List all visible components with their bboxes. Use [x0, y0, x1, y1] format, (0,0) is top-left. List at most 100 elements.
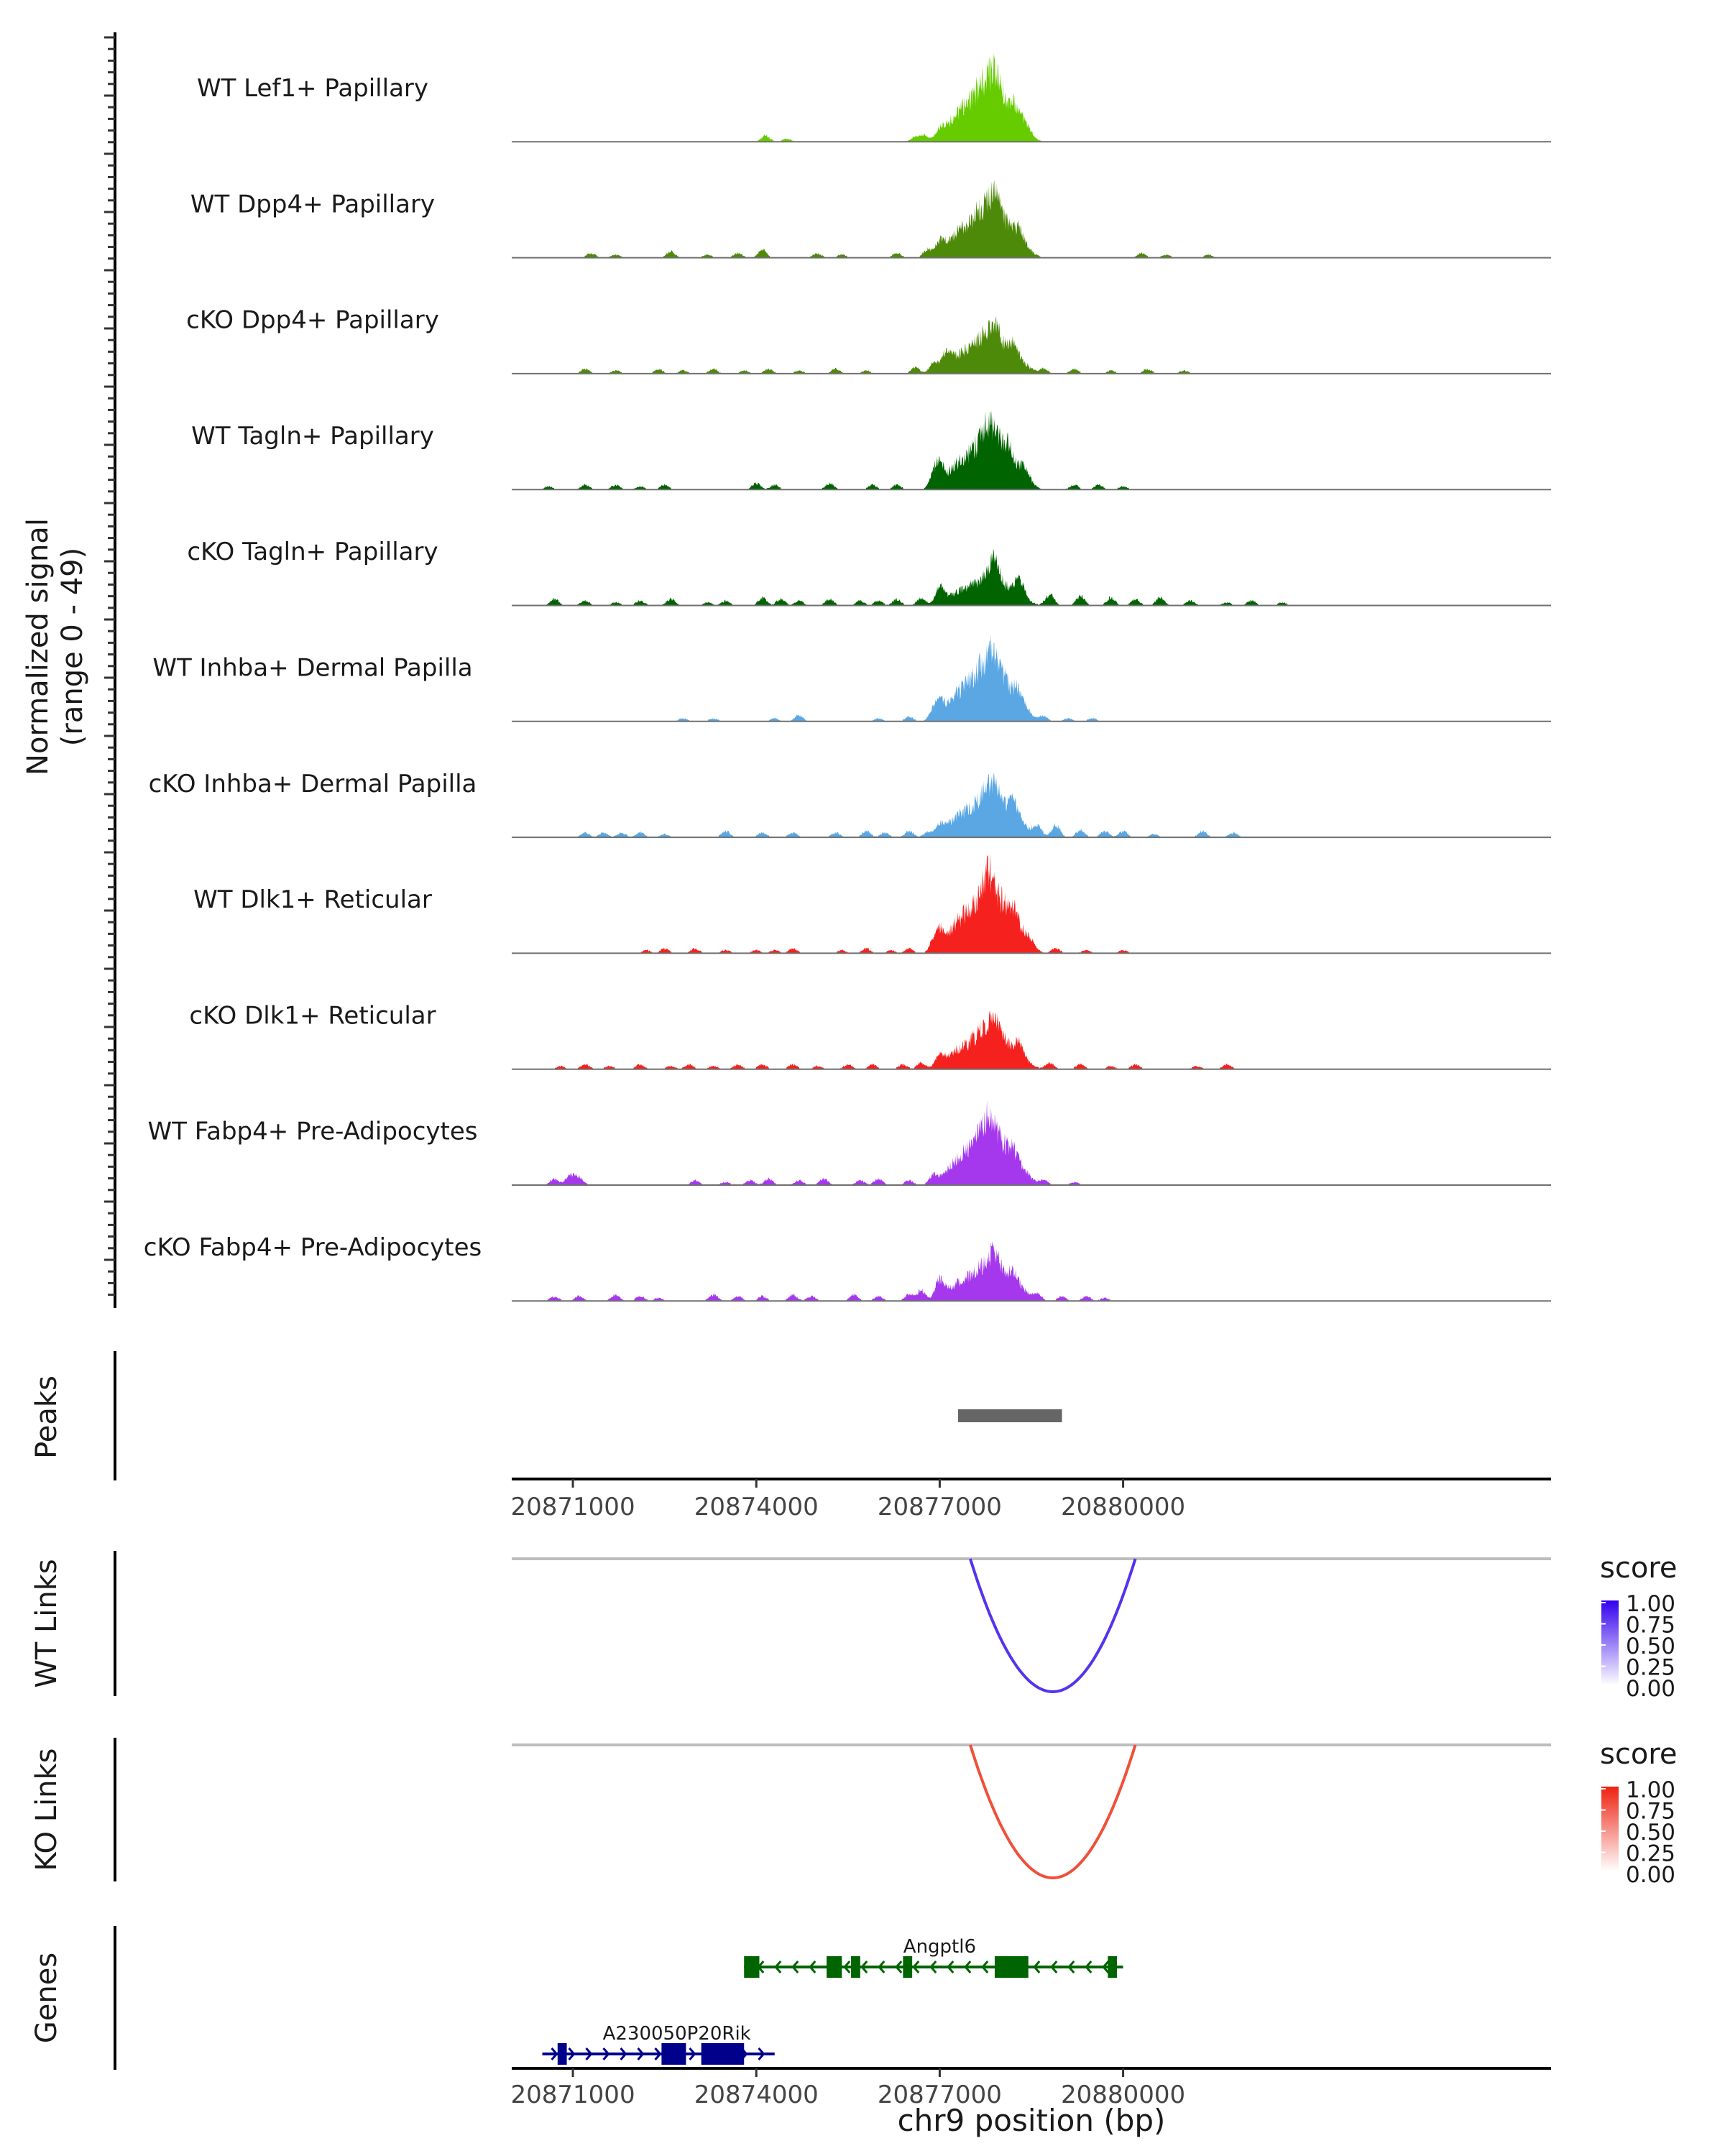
track-7: cKO Inhba+ Dermal Papilla [149, 770, 1551, 839]
track-label: WT Fabp4+ Pre-Adipocytes [148, 1118, 478, 1146]
links-track-1: WT Links score 1.000.750.500.250.00 [30, 1551, 1677, 1702]
exon [557, 2043, 567, 2065]
coverage-area [542, 1100, 1514, 1185]
legend-label: 0.75 [1626, 1799, 1675, 1825]
x-tick-label: 20880000 [1061, 1493, 1185, 1521]
legend-title: score [1600, 1552, 1677, 1585]
x-tick-label: 20877000 [878, 2081, 1002, 2109]
links-label: KO Links [30, 1749, 63, 1871]
strand-arrow [585, 2047, 593, 2060]
strand-arrow [568, 2047, 576, 2060]
coverage-area [542, 410, 1514, 490]
exon [994, 1956, 1029, 1978]
coverage-area [542, 633, 1514, 722]
track-8: WT Dlk1+ Reticular [193, 852, 1551, 954]
gene-name: Angptl6 [903, 1936, 976, 1958]
legend-label: 0.25 [1626, 1655, 1675, 1681]
strand-arrow [809, 1961, 816, 1973]
track-label: cKO Dlk1+ Reticular [189, 1001, 436, 1030]
x-tick-label: 20874000 [694, 1493, 819, 1521]
track-label: WT Dlk1+ Reticular [193, 885, 432, 914]
peaks-label: Peaks [30, 1376, 63, 1459]
legend-label: 0.25 [1626, 1841, 1675, 1867]
strand-arrow [1102, 1961, 1110, 1973]
x-tick-label: 20874000 [694, 2081, 819, 2109]
x-tick-label: 20871000 [511, 2081, 635, 2109]
strand-arrow [1085, 1961, 1092, 1973]
strand-arrow [1067, 1961, 1075, 1973]
strand-arrow [774, 1961, 782, 1973]
strand-arrow [1050, 1961, 1058, 1973]
coverage-area [542, 52, 1514, 142]
coverage-area [542, 1010, 1514, 1069]
legend-colorbar [1601, 1787, 1619, 1871]
track-5: cKO Tagln+ Papillary [187, 538, 1551, 607]
coverage-area [542, 316, 1514, 374]
coverage-area [542, 1240, 1514, 1302]
y-axis-title: Normalized signal (range 0 - 49) [22, 518, 89, 775]
track-9: cKO Dlk1+ Reticular [189, 1001, 1551, 1070]
peak-region [957, 1409, 1062, 1422]
track-label: WT Inhba+ Dermal Papilla [152, 654, 472, 683]
legend-label: 0.00 [1626, 1676, 1675, 1702]
track-6: WT Inhba+ Dermal Papilla [152, 633, 1551, 722]
x-axis-bottom: 20871000 20874000 20877000 20880000 [511, 2067, 1551, 2109]
strand-arrow [791, 1961, 799, 1973]
gene-A230050P20Rik: A230050P20Rik [542, 2023, 775, 2065]
strand-arrow [620, 2047, 627, 2060]
exon [1108, 1956, 1118, 1978]
genes-track: Genes Angptl6 A230050P20Rik [30, 1926, 1123, 2070]
legend-title: score [1600, 1738, 1677, 1771]
legend-label: 0.50 [1626, 1820, 1675, 1846]
coverage-area [542, 548, 1514, 606]
coverage-tracks: WT Lef1+ Papillary WT Dpp4+ Papillary cKO … [144, 52, 1551, 1302]
score-legend: score 1.000.750.500.250.00 [1600, 1738, 1677, 1888]
strand-arrow [843, 1961, 851, 1973]
y-axis-title-line2: (range 0 - 49) [56, 548, 89, 746]
track-11: cKO Fabp4+ Pre-Adipocytes [144, 1233, 1551, 1302]
track-label: WT Lef1+ Papillary [197, 74, 428, 103]
strand-arrow [654, 2047, 662, 2060]
genes-label: Genes [30, 1953, 63, 2043]
legend-label: 1.00 [1626, 1591, 1675, 1617]
strand-arrow [981, 1961, 989, 1973]
links-track-2: KO Links score 1.000.750.500.250.00 [30, 1738, 1677, 1888]
strand-arrow [964, 1961, 972, 1973]
track-2: WT Dpp4+ Papillary [190, 180, 1551, 259]
strand-arrow [551, 2047, 558, 2060]
legend-colorbar [1601, 1600, 1619, 1685]
strand-arrow [878, 1961, 886, 1973]
coverage-area [542, 180, 1514, 258]
exon [701, 2043, 745, 2065]
x-tick-label: 20877000 [878, 1493, 1002, 1521]
link-arc [968, 1744, 1137, 1880]
exon [744, 1956, 760, 1978]
strand-arrow [860, 1961, 868, 1973]
coverage-area [542, 772, 1514, 838]
x-axis-top: 20871000 20874000 20877000 20880000 [511, 1478, 1551, 1521]
track-label: cKO Dpp4+ Papillary [186, 306, 439, 335]
strand-arrow [895, 1961, 903, 1973]
track-label: cKO Tagln+ Papillary [187, 538, 438, 566]
track-label: WT Tagln+ Papillary [191, 422, 434, 451]
track-label: cKO Fabp4+ Pre-Adipocytes [144, 1233, 482, 1262]
legend-label: 0.00 [1626, 1862, 1675, 1888]
exon [661, 2043, 686, 2065]
legend-label: 1.00 [1626, 1777, 1675, 1803]
strand-arrow [947, 1961, 954, 1973]
links-label: WT Links [30, 1559, 63, 1687]
track-3: cKO Dpp4+ Papillary [186, 306, 1551, 374]
y-axis-title-line1: Normalized signal [22, 518, 55, 775]
strand-arrow [912, 1961, 920, 1973]
track-1: WT Lef1+ Papillary [197, 52, 1551, 143]
strand-arrow [1033, 1961, 1041, 1973]
strand-arrow [758, 2047, 765, 2060]
strand-arrow [929, 1961, 937, 1973]
track-label: WT Dpp4+ Papillary [190, 190, 435, 218]
track-10: WT Fabp4+ Pre-Adipocytes [148, 1100, 1551, 1186]
coverage-y-axis [104, 32, 116, 1308]
exon [827, 1956, 842, 1978]
track-4: WT Tagln+ Papillary [191, 410, 1551, 491]
strand-arrow [689, 2047, 696, 2060]
